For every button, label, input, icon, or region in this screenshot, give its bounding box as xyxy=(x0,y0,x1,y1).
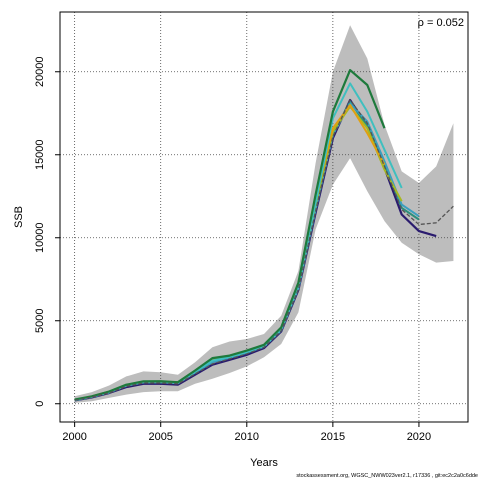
rho-annotation: ρ = 0.052 xyxy=(418,17,464,29)
axis-layer: 2000 2005 2010 2015 2020 0 5000 10000 15000 20000 xyxy=(34,56,431,443)
x-tick-label: 2010 xyxy=(235,431,259,443)
y-tick-label: 15000 xyxy=(34,139,46,170)
series-line-1 xyxy=(74,99,454,402)
x-axis-title: Years xyxy=(250,457,278,469)
x-tick-label: 2015 xyxy=(321,431,345,443)
y-tick-label: 10000 xyxy=(34,222,46,253)
x-tick-label: 2000 xyxy=(62,431,86,443)
plot-frame xyxy=(59,11,469,423)
series-line-8 xyxy=(74,68,386,401)
series-layer xyxy=(74,68,454,402)
y-tick-label: 5000 xyxy=(34,309,46,333)
y-tick-label: 0 xyxy=(34,401,46,407)
x-tick-label: 2005 xyxy=(148,431,172,443)
y-axis-title: SSB xyxy=(13,206,25,228)
y-tick-label: 20000 xyxy=(34,56,46,87)
grid-layer xyxy=(60,12,468,422)
footer-credit: stockassessment.org, WGSC_NWW023ver2.1, … xyxy=(296,473,478,479)
x-tick-label: 2020 xyxy=(407,431,431,443)
